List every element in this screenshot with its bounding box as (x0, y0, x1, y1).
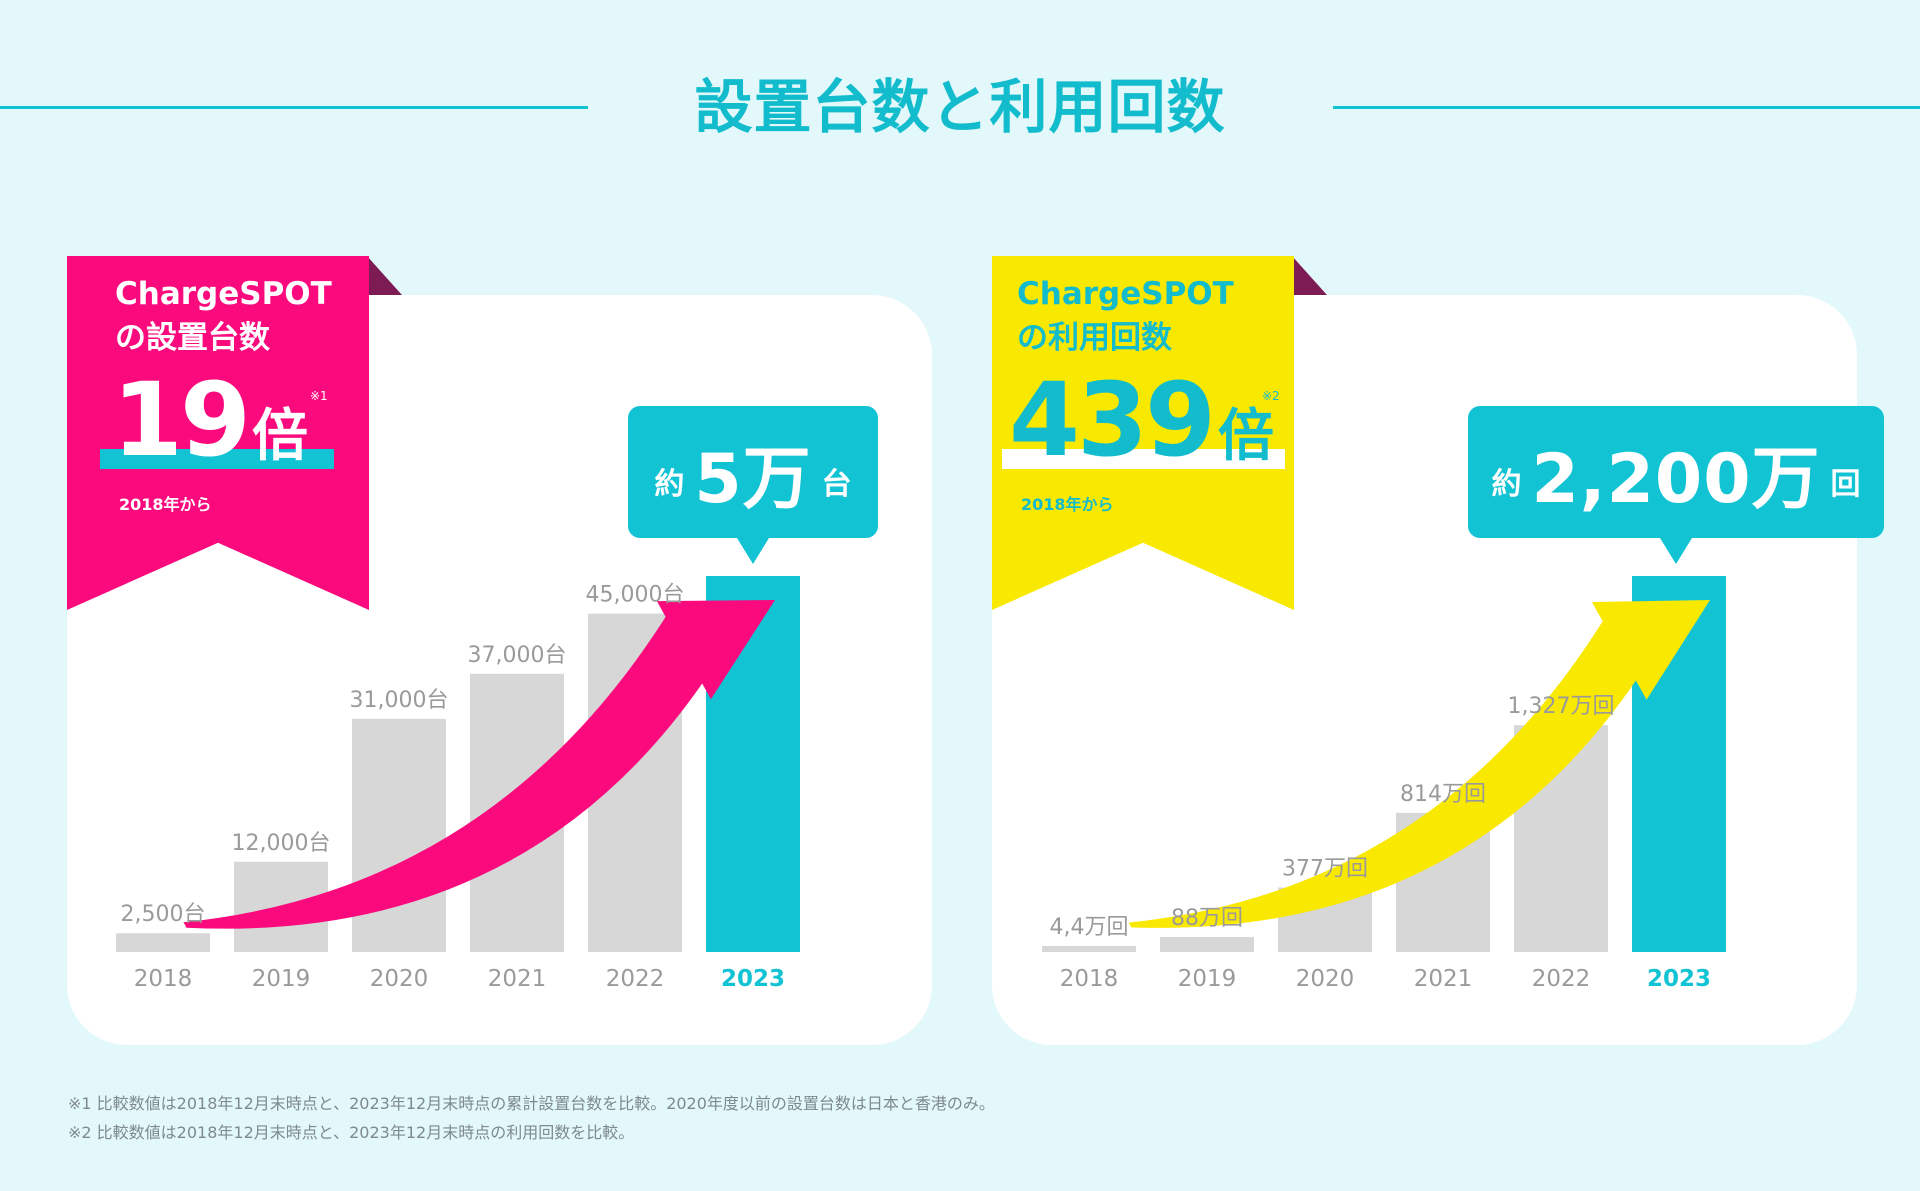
ribbon-title-line1: ChargeSPOT (1017, 276, 1234, 312)
usage-callout: 約 2,200万 回 (1468, 406, 1884, 564)
footnote-2: ※2 比較数値は2018年12月末時点と、2023年12月末時点の利用回数を比較… (68, 1123, 635, 1142)
ribbon-fold (367, 256, 402, 295)
callout-unit: 回 (1830, 467, 1861, 502)
callout-value: 5万 (694, 439, 812, 519)
page-title: 設置台数と利用回数 (694, 73, 1226, 141)
multiplier-unit: 倍 (252, 404, 308, 469)
multiplier-highlight (100, 449, 334, 469)
note-mark: ※2 (1262, 389, 1280, 403)
multiplier-highlight (1002, 449, 1285, 469)
footnote-1: ※1 比較数値は2018年12月末時点と、2023年12月末時点の累計設置台数を… (68, 1094, 995, 1113)
callout-unit: 台 (821, 467, 852, 502)
callout-prefix: 約 (654, 467, 685, 502)
ribbon-title-line2: の利用回数 (1017, 320, 1172, 356)
ribbon-fold (1292, 256, 1327, 295)
title-rule-left (0, 106, 588, 109)
ribbon-title-line1: ChargeSPOT (115, 276, 332, 312)
callout-value: 2,200万 (1531, 439, 1821, 519)
note-mark: ※1 (310, 389, 328, 403)
multiplier-value: 439 (1009, 361, 1216, 480)
title-rule-right (1333, 106, 1920, 109)
callout-prefix: 約 (1491, 467, 1522, 502)
installations-callout: 約 5万 台 (628, 406, 878, 564)
multiplier-unit: 倍 (1218, 404, 1274, 469)
multiplier-value: 19 (112, 361, 251, 480)
since-label: 2018年から (1021, 495, 1114, 514)
ribbon-title-line2: の設置台数 (115, 320, 270, 356)
since-label: 2018年から (119, 495, 212, 514)
